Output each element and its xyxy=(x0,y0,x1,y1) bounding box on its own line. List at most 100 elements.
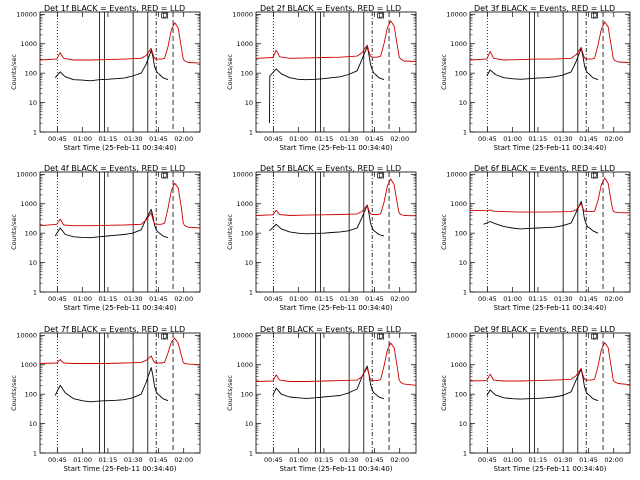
series-line-events xyxy=(269,204,385,237)
y-tick-label: 100 xyxy=(25,390,37,398)
x-axis-label: Start Time (25-Feb-11 00:34:40) xyxy=(63,304,176,312)
y-tick-label: 1000 xyxy=(236,200,253,208)
x-axis-label: Start Time (25-Feb-11 00:34:40) xyxy=(63,465,176,473)
x-tick-label: 01:15 xyxy=(529,295,548,303)
x-tick-label: 01:00 xyxy=(73,135,92,143)
series-line-lld xyxy=(469,342,631,386)
plot-frame xyxy=(469,332,631,454)
y-tick-label: 1 xyxy=(463,288,467,296)
x-tick-label: 02:00 xyxy=(174,295,193,303)
x-tick-label: 01:30 xyxy=(340,135,359,143)
y-axis-label: Counts/sec xyxy=(226,54,234,90)
x-tick-label: 01:00 xyxy=(503,295,522,303)
panel-title: Det 2f BLACK = Events, RED = LLD xyxy=(260,4,401,13)
flare-marker-label: D xyxy=(592,332,597,340)
series-line-lld xyxy=(469,21,631,63)
y-tick-label: 10 xyxy=(29,99,37,107)
x-tick-label: 00:45 xyxy=(48,295,67,303)
y-axis-label: Counts/sec xyxy=(10,54,18,90)
y-tick-label: 10 xyxy=(245,259,253,267)
y-tick-label: 1 xyxy=(33,449,37,457)
panel-title: Det 9f BLACK = Events, RED = LLD xyxy=(474,325,615,334)
plot-frame xyxy=(255,332,417,454)
panel-title: Det 3f BLACK = Events, RED = LLD xyxy=(474,4,615,13)
y-tick-label: 100 xyxy=(241,229,253,237)
y-tick-label: 100 xyxy=(455,390,467,398)
y-tick-label: 10000 xyxy=(446,332,467,340)
x-axis-label: Start Time (25-Feb-11 00:34:40) xyxy=(63,144,176,152)
x-tick-label: 01:15 xyxy=(529,456,548,464)
y-tick-label: 10 xyxy=(459,420,467,428)
y-tick-label: 1000 xyxy=(450,40,467,48)
y-tick-label: 1000 xyxy=(450,200,467,208)
x-tick-label: 01:00 xyxy=(73,295,92,303)
y-tick-label: 1000 xyxy=(20,40,37,48)
y-tick-label: 10000 xyxy=(446,11,467,19)
y-tick-label: 10000 xyxy=(16,11,37,19)
x-tick-label: 02:00 xyxy=(604,456,623,464)
flare-marker-label: D xyxy=(378,332,383,340)
y-tick-label: 100 xyxy=(25,69,37,77)
x-tick-label: 01:15 xyxy=(315,295,334,303)
flare-marker-label: D xyxy=(378,171,383,179)
x-axis-label: Start Time (25-Feb-11 00:34:40) xyxy=(279,465,392,473)
y-tick-label: 1 xyxy=(463,449,467,457)
series-line-lld xyxy=(255,178,417,217)
flare-marker-label: D xyxy=(378,11,383,19)
x-tick-label: 00:45 xyxy=(264,456,283,464)
x-tick-label: 01:15 xyxy=(99,295,118,303)
x-tick-label: 00:45 xyxy=(48,135,67,143)
series-line-lld xyxy=(469,177,631,214)
series-line-lld xyxy=(39,337,201,366)
y-tick-label: 100 xyxy=(241,390,253,398)
x-axis-label: Start Time (25-Feb-11 00:34:40) xyxy=(493,465,606,473)
x-tick-label: 01:30 xyxy=(124,135,143,143)
y-tick-label: 100 xyxy=(455,229,467,237)
flare-marker xyxy=(377,333,384,340)
panel-title: Det 4f BLACK = Events, RED = LLD xyxy=(44,164,185,173)
y-axis-label: Counts/sec xyxy=(10,214,18,250)
y-tick-label: 100 xyxy=(25,229,37,237)
x-tick-label: 02:00 xyxy=(174,456,193,464)
panel-title: Det 5f BLACK = Events, RED = LLD xyxy=(260,164,401,173)
flare-marker xyxy=(161,12,168,19)
x-tick-label: 01:15 xyxy=(99,456,118,464)
y-tick-label: 1 xyxy=(249,288,253,296)
y-tick-label: 10 xyxy=(459,259,467,267)
y-tick-label: 1 xyxy=(33,128,37,136)
x-axis-label: Start Time (25-Feb-11 00:34:40) xyxy=(279,304,392,312)
x-tick-label: 01:45 xyxy=(149,456,168,464)
flare-marker xyxy=(161,172,168,179)
y-tick-label: 1000 xyxy=(20,361,37,369)
x-tick-label: 01:45 xyxy=(365,456,384,464)
x-tick-label: 01:00 xyxy=(289,456,308,464)
series-line-lld xyxy=(39,182,201,229)
y-axis-label: Counts/sec xyxy=(440,375,448,411)
x-tick-label: 01:00 xyxy=(503,456,522,464)
y-tick-label: 1000 xyxy=(20,200,37,208)
x-tick-label: 02:00 xyxy=(174,135,193,143)
x-tick-label: 01:30 xyxy=(554,456,573,464)
x-tick-label: 01:45 xyxy=(149,135,168,143)
x-tick-label: 01:30 xyxy=(124,456,143,464)
flare-marker xyxy=(591,172,598,179)
x-tick-label: 01:30 xyxy=(124,295,143,303)
y-tick-label: 10000 xyxy=(232,171,253,179)
x-tick-label: 02:00 xyxy=(390,295,409,303)
x-tick-label: 01:45 xyxy=(579,295,598,303)
series-line-events xyxy=(54,208,169,239)
flare-marker xyxy=(377,12,384,19)
y-tick-label: 10 xyxy=(29,420,37,428)
y-tick-label: 1 xyxy=(463,128,467,136)
flare-marker xyxy=(161,333,168,340)
y-tick-label: 10000 xyxy=(446,171,467,179)
y-tick-label: 10 xyxy=(245,99,253,107)
x-tick-label: 00:45 xyxy=(478,135,497,143)
x-tick-label: 00:45 xyxy=(478,295,497,303)
